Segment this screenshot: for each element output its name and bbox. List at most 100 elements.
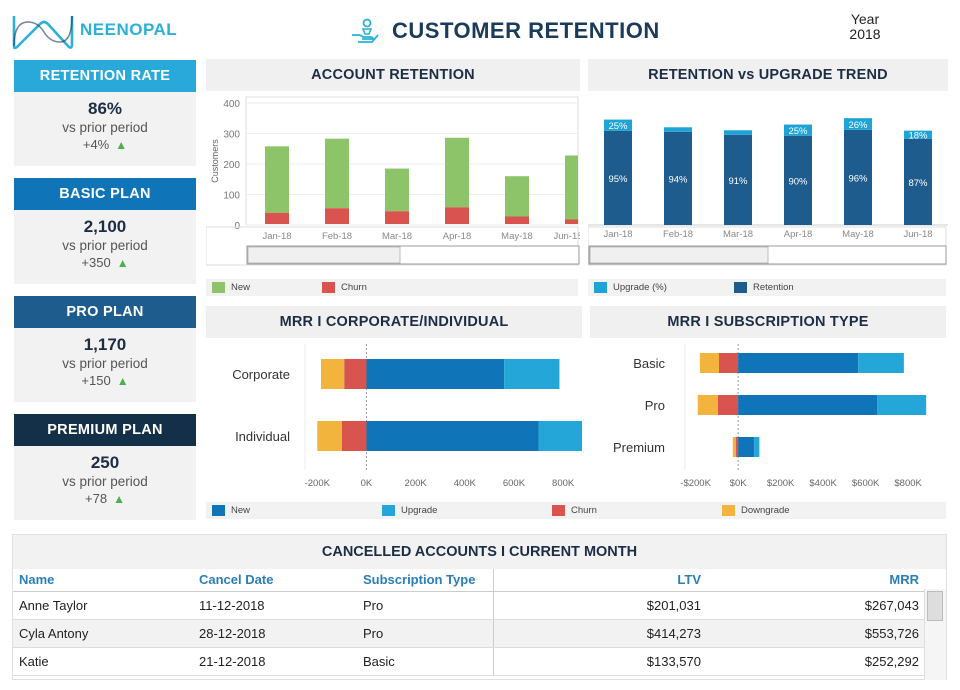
account-retention-panel: ACCOUNT RETENTION 0 100 200 300 400 Customers… [206,59,580,299]
kpi-comparison-label: vs prior period [62,474,148,489]
bar-new [385,168,409,212]
bar-churn [719,353,739,373]
kpi-value: 86% [87,99,123,118]
y-tick-label: 100 [223,191,240,202]
chart-title: RETENTION vs UPGRADE TREND [588,59,948,91]
bar-downgrade [732,437,736,457]
bar-downgrade [317,421,342,451]
legend-label-upgrade: Upgrade (%) [613,282,667,293]
x-tick-label: $800K [894,478,922,489]
x-tick-label: $600K [852,478,880,489]
column-header-ltv[interactable]: LTV [493,569,707,592]
chart-title: ACCOUNT RETENTION [206,59,580,91]
kpi-card-basic-plan: BASIC PLAN 2,100 vs prior period +350 ▲ [14,178,196,284]
year-label: Year [850,11,880,27]
hand-care-icon [352,18,379,43]
cancelled-accounts-table: Name Cancel Date Subscription Type LTV M… [13,569,925,676]
legend-label-new: New [231,505,251,516]
arrow-up-icon: ▲ [113,492,125,506]
bar-new [325,138,349,209]
x-tick-label: Feb-18 [322,231,352,242]
bar-churn [717,395,739,415]
arrow-up-icon: ▲ [116,374,129,388]
scrollbar-thumb [247,246,401,264]
bar-new [505,176,529,217]
kpi-delta: +150 [81,373,111,388]
cell-mrr: $553,726 [707,619,925,648]
cell-ltv: $414,273 [493,619,707,648]
table-row[interactable]: Cyla Antony 28-12-2018 Pro $414,273 $553… [13,619,925,648]
scrollbar-thumb [589,246,769,264]
x-tick-label: $0K [730,478,748,489]
bar-retention [844,129,872,225]
mrr-corporate-panel: MRR I CORPORATE/INDIVIDUAL -200K 0K 200K 40… [206,306,582,520]
bar-downgrade [697,395,718,415]
bar-upgrade [784,124,812,136]
x-tick-label: Apr-18 [784,229,813,240]
kpi-title: PRO PLAN [14,296,196,328]
x-tick-label: Apr-18 [443,231,472,242]
data-label-retention: 91% [728,176,748,187]
column-header-name[interactable]: Name [13,569,193,592]
brand-name: NEENOPAL [80,20,178,39]
bar-churn [445,207,469,224]
bar-churn [341,421,367,451]
x-tick-label: Jan-18 [603,229,632,240]
x-tick-label: $200K [767,478,795,489]
table-row[interactable]: Anne Taylor 11-12-2018 Pro $201,031 $267… [13,591,925,620]
column-header-subscription-type[interactable]: Subscription Type [357,569,494,592]
cell-cancel-date: 21-12-2018 [193,647,357,676]
retention-upgrade-panel: RETENTION vs UPGRADE TREND 95% 25% Jan-18 9… [588,59,948,299]
bar-upgrade [538,421,582,451]
x-tick-label: -200K [305,478,331,489]
bar-new [366,359,505,389]
bar-upgrade [604,119,632,131]
data-label-retention: 90% [788,176,808,187]
x-tick-label: Jun-18 [553,231,580,242]
kpi-comparison-label: vs prior period [62,120,148,135]
data-label-upgrade: 25% [788,126,808,137]
x-tick-label: 600K [503,478,526,489]
x-tick-label: 800K [552,478,575,489]
data-label-retention: 96% [848,173,868,184]
legend-swatch-churn [552,505,565,516]
kpi-value: 2,100 [83,217,127,236]
kpi-card-pro-plan: PRO PLAN 1,170 vs prior period +150 ▲ [14,296,196,402]
data-label-retention: 94% [668,174,688,185]
column-header-mrr[interactable]: MRR [707,569,925,592]
legend-swatch-churn [322,282,335,293]
bar-new [738,437,755,457]
kpi-value: 1,170 [83,335,127,354]
cell-subscription-type: Pro [357,591,494,620]
kpi-delta: +78 [85,491,108,506]
bar-churn [385,211,409,224]
x-tick-label: 0K [361,478,373,489]
bar-new [445,137,469,208]
bar-downgrade [699,353,719,373]
legend-swatch-upgrade [594,282,607,293]
x-tick-label: -$200K [680,478,711,489]
table-title: CANCELLED ACCOUNTS I CURRENT MONTH [13,535,946,569]
cancelled-accounts-panel: CANCELLED ACCOUNTS I CURRENT MONTH Name … [12,534,947,680]
x-tick-label: $400K [809,478,837,489]
table-row[interactable]: Katie 21-12-2018 Basic $133,570 $252,292 [13,647,925,676]
kpi-delta: +4% [82,137,110,152]
bar-upgrade [504,359,560,389]
mrr-subscription-chart: -$200K $0K $200K $400K $600K $800K Basic Pro Pre… [613,344,927,489]
bar-retention [904,138,932,225]
table-scrollbar[interactable] [924,589,946,680]
retention-upgrade-chart: 95% 25% Jan-18 94% Feb-18 91% Mar-18 90% 25% Apr-… [588,118,948,266]
legend-label-upgrade: Upgrade [401,505,438,516]
bar-upgrade [664,127,692,132]
legend-swatch-upgrade [382,505,395,516]
scrollbar-thumb[interactable] [927,591,943,621]
year-filter[interactable]: Year 2018 [840,12,890,42]
kpi-card-retention-rate: RETENTION RATE 86% vs prior period +4% ▲ [14,60,196,166]
cell-cancel-date: 11-12-2018 [193,591,357,620]
y-tick-label: 400 [223,99,240,110]
bar-upgrade [754,437,760,457]
category-label: Premium [613,440,665,455]
cell-subscription-type: Basic [357,647,494,676]
bar-churn [565,219,578,224]
column-header-cancel-date[interactable]: Cancel Date [193,569,357,592]
